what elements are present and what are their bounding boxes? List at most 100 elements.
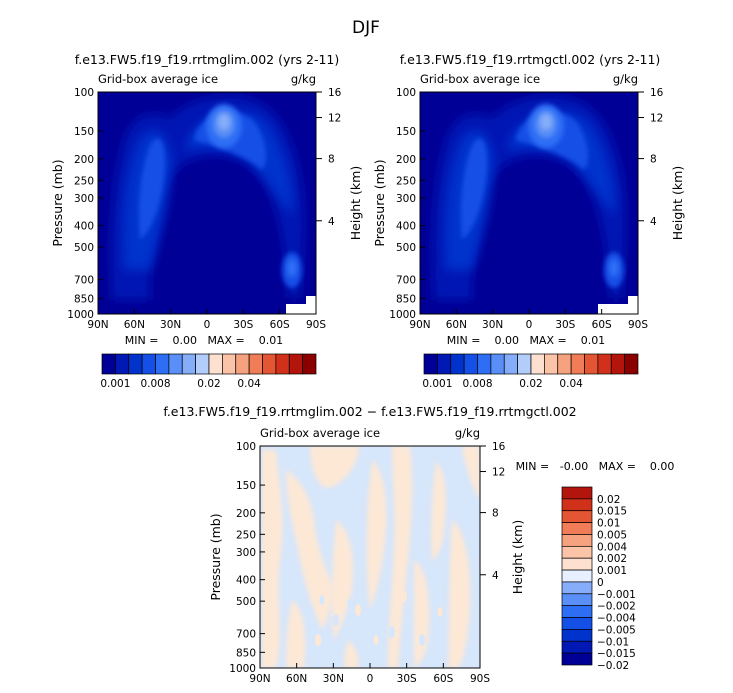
colorbar-swatch (115, 353, 130, 375)
colorbar-label: −0.01 (597, 636, 629, 648)
colorbar-swatch (490, 353, 505, 375)
y-tick-label: 400 (236, 575, 256, 587)
colorbar-swatch (561, 652, 593, 666)
y-tick-label-right: 16 (492, 441, 506, 453)
colorbar-label: −0.002 (597, 601, 636, 613)
colorbar-swatch (450, 353, 465, 375)
colorbar-swatch (544, 353, 559, 375)
y-tick-label: 100 (396, 87, 416, 99)
colorbar-label: 0.04 (237, 378, 261, 390)
x-tick-label: 60S (592, 319, 612, 331)
colorbar: 0.001 0.008 0.02 0.04 (100, 353, 317, 390)
x-tick-label: 0 (204, 319, 211, 331)
panel-difference: Grid-box average ice g/kg (208, 426, 674, 685)
panel-units: g/kg (291, 72, 316, 86)
y-tick-label: 400 (74, 221, 94, 233)
y-tick-label: 250 (396, 175, 416, 187)
colorbar-label: −0.004 (597, 613, 636, 625)
x-tick-label: 0 (526, 319, 533, 331)
negative-gap (389, 626, 395, 638)
x-axis: 90N 60N 30N 0 30S 60S 90S (249, 663, 490, 685)
y-tick-label: 200 (396, 154, 416, 166)
y-tick-label-right: 12 (650, 113, 663, 125)
negative-gap (419, 634, 425, 646)
y-tick-label: 250 (74, 175, 94, 187)
colorbar-swatch (610, 353, 625, 375)
y-tick-label: 700 (236, 629, 256, 641)
positive-region (310, 446, 360, 488)
y-tick-label-right: 4 (492, 570, 499, 582)
colorbar-swatch (195, 353, 210, 375)
y-axis-label-right: Height (km) (670, 166, 685, 240)
negative-gap (377, 605, 383, 615)
positive-region (431, 462, 446, 560)
positive-region (286, 470, 332, 630)
y-tick-label: 100 (236, 441, 256, 453)
x-tick-label: 60S (270, 319, 290, 331)
colorbar-swatch (423, 353, 438, 375)
colorbar-swatch (463, 353, 478, 375)
y-tick-label: 850 (236, 647, 256, 659)
positive-specks (315, 590, 443, 646)
positive-region (366, 460, 387, 610)
y-tick-label: 150 (396, 126, 416, 138)
positive-region (331, 520, 354, 640)
x-tick-label: 60S (433, 673, 453, 685)
x-tick-label: 30S (397, 673, 417, 685)
x-tick-label: 90N (87, 319, 108, 331)
colorbar-label: 0.02 (197, 378, 220, 390)
colorbar-swatch (101, 353, 116, 375)
y-tick-label-right: 12 (328, 113, 341, 125)
positive-region (344, 640, 359, 668)
panel-title: f.e13.FW5.f19_f19.rrtmglim.002 (yrs 2-11… (75, 52, 340, 67)
x-tick-label: 60N (124, 319, 145, 331)
x-tick-label: 60N (286, 673, 307, 685)
positive-region (448, 520, 471, 668)
y-axis-right: 16 12 8 4 (316, 87, 342, 228)
y-axis-label: Pressure (mb) (50, 159, 65, 246)
colorbar-swatch (561, 545, 593, 559)
contour-field (98, 92, 316, 314)
colorbar-swatch (570, 353, 585, 375)
y-tick-label-right: 4 (650, 216, 657, 228)
colorbar-swatch (561, 569, 593, 583)
x-tick-label: 90S (628, 319, 648, 331)
positive-regions (262, 446, 480, 668)
positive-speck (437, 607, 443, 617)
y-tick-label-right: 12 (492, 467, 505, 479)
colorbar-swatch (561, 498, 593, 512)
colorbar-label: 0.02 (519, 378, 542, 390)
colorbar-label: 0.001 (422, 378, 452, 390)
positive-speck (373, 635, 379, 645)
min-max-text: MIN = -0.00 MAX = 0.00 (516, 460, 675, 473)
y-tick-label-right: 16 (650, 87, 664, 99)
colorbar-vertical: 0.020.0150.010.0050.0040.0020.0010−0.001… (561, 486, 636, 672)
contour-field (260, 446, 480, 668)
panel-rrtmgctl: f.e13.FW5.f19_f19.rrtmgctl.002 (yrs 2-11… (372, 52, 685, 390)
colorbar-label: −0.015 (597, 648, 636, 660)
y-tick-label: 250 (236, 529, 256, 541)
colorbar-swatch (155, 353, 170, 375)
colorbar-swatch (181, 353, 196, 375)
y-tick-label: 1000 (229, 663, 256, 675)
y-tick-label: 500 (236, 596, 256, 608)
contour-level-3 (460, 112, 589, 240)
colorbar-label: 0.02 (597, 494, 620, 506)
colorbar-swatch (561, 510, 593, 523)
y-tick-label-right: 8 (328, 154, 335, 166)
y-tick-label: 300 (74, 193, 94, 205)
y-tick-label: 150 (236, 480, 256, 492)
colorbar-swatch (141, 353, 156, 375)
contour-level-3 (138, 112, 267, 240)
y-tick-label-right: 16 (328, 87, 342, 99)
colorbar-label: 0.002 (597, 553, 627, 565)
colorbar-swatch (517, 353, 532, 375)
positive-region (388, 446, 413, 668)
colorbar-label: 0.004 (597, 541, 627, 553)
colorbar-swatch (561, 617, 593, 630)
colorbar-swatch (477, 353, 492, 375)
colorbar-swatch (561, 522, 593, 535)
colorbar-swatch (561, 486, 593, 500)
positive-speck (401, 590, 407, 602)
colorbar-swatch (503, 353, 518, 375)
